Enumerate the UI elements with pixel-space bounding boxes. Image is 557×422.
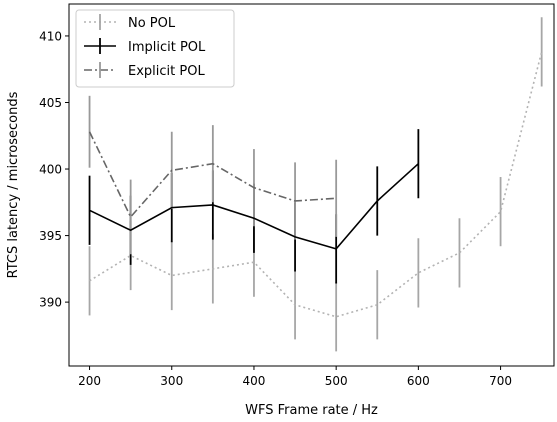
x-axis: 200 300 400 500 600 700	[78, 366, 512, 388]
x-tick-label: 700	[489, 374, 512, 388]
legend-label: No POL	[128, 16, 176, 31]
series-line	[89, 51, 543, 318]
x-tick-label: 200	[78, 374, 101, 388]
x-axis-label: WFS Frame rate / Hz	[245, 403, 378, 418]
series-line	[89, 163, 419, 250]
y-tick-label: 395	[39, 229, 62, 243]
legend: No POL Implicit POL Explicit POL	[75, 9, 235, 88]
x-tick-label: 300	[160, 374, 183, 388]
y-tick-label: 410	[39, 29, 62, 43]
y-tick-label: 390	[39, 296, 62, 310]
legend-label: Explicit POL	[128, 64, 205, 79]
x-tick-label: 500	[325, 374, 348, 388]
x-tick-label: 600	[407, 374, 430, 388]
y-tick-label: 405	[39, 96, 62, 110]
y-tick-label: 400	[39, 163, 62, 177]
series-line	[88, 131, 337, 219]
plot-content	[88, 17, 543, 352]
x-tick-label: 400	[243, 374, 266, 388]
legend-label: Implicit POL	[128, 40, 206, 55]
y-axis-label: RTCS latency / microseconds	[6, 91, 21, 278]
legend-box	[75, 9, 235, 88]
y-axis: 390 395 400 405 410	[39, 29, 69, 310]
plot-frame	[68, 3, 555, 367]
